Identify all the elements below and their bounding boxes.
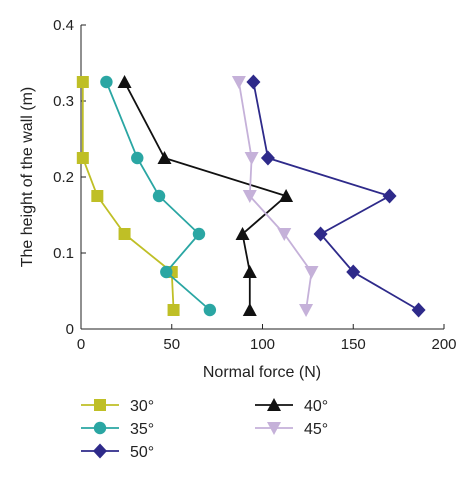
data-point xyxy=(313,226,328,242)
series-line xyxy=(81,82,175,311)
data-point xyxy=(160,265,173,279)
series-line xyxy=(123,81,288,310)
series-line xyxy=(238,81,313,311)
legend-label: 30° xyxy=(130,398,154,415)
legend-marker xyxy=(267,422,281,435)
legend-item: 40° xyxy=(255,398,328,415)
data-point xyxy=(117,75,132,88)
y-tick-group: 0 0.1 0.2 0.3 0.4 xyxy=(53,17,86,338)
data-point xyxy=(346,264,361,280)
y-tick-label: 0.2 xyxy=(53,169,74,186)
data-point xyxy=(203,303,217,317)
x-tick-label: 150 xyxy=(341,336,366,353)
x-tick-label: 0 xyxy=(77,336,85,353)
x-tick-label: 50 xyxy=(163,336,180,353)
data-point xyxy=(100,75,113,89)
legend-marker xyxy=(93,421,107,435)
data-point xyxy=(192,227,206,241)
data-point xyxy=(235,227,250,240)
series-group xyxy=(231,76,319,317)
legend-item: 30° xyxy=(81,398,154,415)
data-point xyxy=(242,265,257,278)
legend-label: 45° xyxy=(304,421,328,438)
data-point xyxy=(152,189,166,203)
plot-frame xyxy=(80,25,444,330)
series-group xyxy=(117,75,294,316)
data-point xyxy=(167,304,180,316)
legend-item: 45° xyxy=(255,421,328,438)
series-group xyxy=(100,75,217,317)
data-point xyxy=(242,190,257,203)
y-tick-label: 0.3 xyxy=(53,93,74,110)
data-point xyxy=(118,228,131,240)
series-group xyxy=(246,74,426,318)
y-tick-label: 0.1 xyxy=(53,245,74,262)
data-point xyxy=(231,76,246,89)
data-point xyxy=(157,151,172,164)
x-tick-group: 0 50 100 150 200 xyxy=(77,324,457,353)
data-point xyxy=(91,190,104,202)
legend-item: 35° xyxy=(81,421,154,438)
series-line xyxy=(105,81,211,311)
series-layer xyxy=(76,74,426,318)
legend-label: 40° xyxy=(304,398,328,415)
data-point xyxy=(304,266,319,279)
data-point xyxy=(131,151,144,165)
series-line xyxy=(252,81,420,311)
legend-marker xyxy=(267,398,281,411)
data-point xyxy=(242,303,257,316)
y-tick-label: 0 xyxy=(66,321,74,338)
data-point xyxy=(244,152,259,165)
legend-marker xyxy=(93,443,107,459)
data-point xyxy=(299,304,314,317)
legend-label: 35° xyxy=(130,421,154,438)
data-point xyxy=(260,150,275,166)
x-axis-label: Normal force (N) xyxy=(203,364,321,381)
data-point xyxy=(411,302,426,318)
y-tick-label: 0.4 xyxy=(53,17,74,34)
data-point xyxy=(76,76,89,88)
data-point xyxy=(76,152,89,164)
legend-item: 50° xyxy=(81,443,154,461)
legend-label: 50° xyxy=(130,444,154,461)
data-point xyxy=(279,189,294,202)
x-tick-label: 100 xyxy=(250,336,275,353)
x-tick-label: 200 xyxy=(431,336,456,353)
data-point xyxy=(277,228,292,241)
y-axis-label: The height of the wall (m) xyxy=(19,87,36,268)
data-point xyxy=(382,188,397,204)
legend-marker xyxy=(94,399,106,411)
legend: 30° 35° 50° 40° 45° xyxy=(81,398,328,461)
data-point xyxy=(246,74,261,90)
